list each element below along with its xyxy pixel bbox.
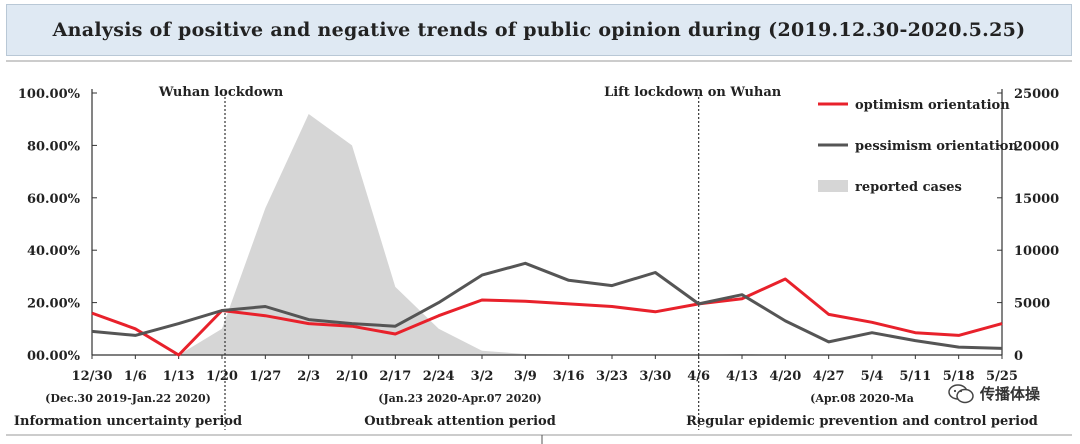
legend-label: reported cases <box>855 180 962 195</box>
x-tick-label: 2/3 <box>297 369 320 384</box>
period-name: Information uncertainty period <box>14 414 242 429</box>
y-right-tick-label: 10000 <box>1014 244 1059 259</box>
x-tick-label: 3/9 <box>514 369 537 384</box>
cases-area <box>92 114 1002 355</box>
x-tick-label: 1/20 <box>206 369 238 384</box>
x-tick-label: 1/13 <box>163 369 195 384</box>
y-right-tick-label: 5000 <box>1014 297 1050 312</box>
legend-label: pessimism orientation <box>855 139 1018 154</box>
x-tick-label: 3/23 <box>596 369 628 384</box>
y-left-tick-label: 80.00% <box>27 139 81 154</box>
y-left-tick-label: 00.00% <box>27 349 81 364</box>
vline-layer: Wuhan lockdown Lift lockdown on Wuhan <box>158 85 782 430</box>
x-tick-label: 2/24 <box>423 369 455 384</box>
vline-label: Lift lockdown on Wuhan <box>604 85 782 100</box>
series-layer <box>91 261 1003 357</box>
x-tick-label: 4/13 <box>726 369 758 384</box>
x-tick-label: 4/6 <box>687 369 710 384</box>
x-tick-label: 2/10 <box>336 369 368 384</box>
legend-label: optimism orientation <box>855 98 1010 113</box>
watermark-text: 传播体操 <box>979 385 1040 403</box>
legend-swatch <box>818 180 848 192</box>
period-name: Regular epidemic prevention and control … <box>686 414 1038 429</box>
y-left-tick-label: 40.00% <box>27 244 81 259</box>
wechat-icon <box>948 383 974 403</box>
period-dates: (Jan.23 2020-Apr.07 2020) <box>378 392 541 405</box>
x-tick-label: 3/2 <box>471 369 494 384</box>
y-left-tick-label: 20.00% <box>27 297 81 312</box>
cases-area-layer <box>92 114 1002 355</box>
period-dates: (Dec.30 2019-Jan.22 2020) <box>45 392 211 405</box>
legend: optimism orientation pessimism orientatio… <box>818 98 1018 195</box>
axes-layer: 100.00% 80.00% 60.00% 40.00% 20.00% 00.00% 250… <box>18 87 1059 384</box>
vline-label: Wuhan lockdown <box>158 85 284 100</box>
series-line <box>91 261 1003 350</box>
x-tick-label: 5/18 <box>943 369 975 384</box>
y-left-tick-label: 100.00% <box>18 87 81 102</box>
chart-title: Analysis of positive and negative trends… <box>6 4 1072 56</box>
y-right-tick-label: 25000 <box>1014 87 1059 102</box>
label-layer: (Dec.30 2019-Jan.22 2020) Information unc… <box>14 392 1038 429</box>
x-tick-label: 5/25 <box>986 369 1018 384</box>
y-left-tick-label: 60.00% <box>27 192 81 207</box>
y-right-tick-label: 0 <box>1014 349 1023 364</box>
x-tick-label: 1/27 <box>249 369 281 384</box>
x-tick-label: 4/27 <box>813 369 845 384</box>
x-tick-label: 2/17 <box>379 369 411 384</box>
x-tick-label: 1/6 <box>124 369 147 384</box>
x-tick-label: 5/4 <box>861 369 884 384</box>
x-tick-label: 3/16 <box>553 369 585 384</box>
series-line <box>91 277 1003 357</box>
y-right-tick-label: 15000 <box>1014 192 1059 207</box>
x-tick-label: 4/20 <box>769 369 801 384</box>
period-name: Outbreak attention period <box>364 414 556 429</box>
period-dates: (Apr.08 2020-Ma <box>810 392 914 405</box>
x-tick-label: 5/11 <box>899 369 931 384</box>
watermark: 传播体操 <box>948 383 1040 404</box>
x-tick-label: 3/30 <box>639 369 671 384</box>
y-right-tick-label: 20000 <box>1014 139 1059 154</box>
x-tick-label: 12/30 <box>72 369 113 384</box>
